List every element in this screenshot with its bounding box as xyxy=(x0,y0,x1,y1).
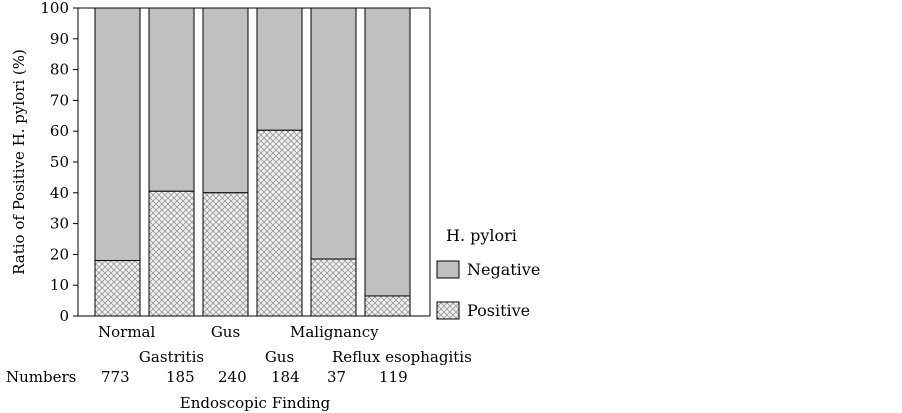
y-tick-label: 40 xyxy=(50,184,69,202)
bar-positive xyxy=(148,190,195,317)
category-label: Gastritis xyxy=(139,348,204,366)
bar-negative xyxy=(310,7,357,260)
category-label: Normal xyxy=(98,323,155,341)
numbers-value: 119 xyxy=(379,368,408,386)
y-tick-label: 50 xyxy=(50,153,69,171)
numbers-row: Numbers 773 185 240 184 37 119 xyxy=(6,368,408,386)
y-tick-label: 90 xyxy=(50,30,69,48)
bar-positive xyxy=(256,129,303,317)
x-axis-title: Endoscopic Finding xyxy=(180,394,331,412)
legend-title: H. pylori xyxy=(446,226,517,245)
legend-label: Positive xyxy=(467,301,530,320)
category-label: Malignancy xyxy=(290,323,379,341)
y-tick-label: 30 xyxy=(50,215,69,233)
bar-positive xyxy=(310,258,357,317)
bar-positive xyxy=(202,192,249,317)
bar-negative xyxy=(148,7,195,192)
y-tick-label: 80 xyxy=(50,61,69,79)
bar-negative xyxy=(94,7,141,262)
y-tick-label: 100 xyxy=(40,0,69,17)
bar-negative xyxy=(364,7,411,297)
category-label: Gus xyxy=(265,348,294,366)
y-ticks: 0 10 20 30 40 50 60 70 80 90 100 xyxy=(40,0,78,325)
legend: H. pylori Negative Positive xyxy=(436,226,540,320)
y-tick-label: 70 xyxy=(50,91,69,109)
bar-negative xyxy=(202,7,249,194)
bars xyxy=(94,7,411,317)
x-labels: Normal Gastritis Gus Gus Malignancy Reflux es… xyxy=(98,323,472,366)
numbers-value: 37 xyxy=(327,368,346,386)
legend-label: Negative xyxy=(467,260,540,279)
bar-positive xyxy=(364,295,411,317)
y-tick-label: 10 xyxy=(50,276,69,294)
numbers-value: 773 xyxy=(101,368,130,386)
numbers-value: 240 xyxy=(218,368,247,386)
legend-swatch xyxy=(436,260,460,279)
numbers-value: 185 xyxy=(166,368,195,386)
bar-positive xyxy=(94,260,141,317)
numbers-label: Numbers xyxy=(6,368,76,386)
y-tick-label: 60 xyxy=(50,122,69,140)
category-label: Reflux esophagitis xyxy=(332,348,472,366)
category-label: Gus xyxy=(211,323,240,341)
y-axis-title: Ratio of Positive H. pylori (%) xyxy=(10,49,28,275)
y-tick-label: 20 xyxy=(50,245,69,263)
bar-negative xyxy=(256,7,303,131)
numbers-value: 184 xyxy=(271,368,300,386)
y-tick-label: 0 xyxy=(59,307,69,325)
legend-swatch xyxy=(436,301,460,320)
